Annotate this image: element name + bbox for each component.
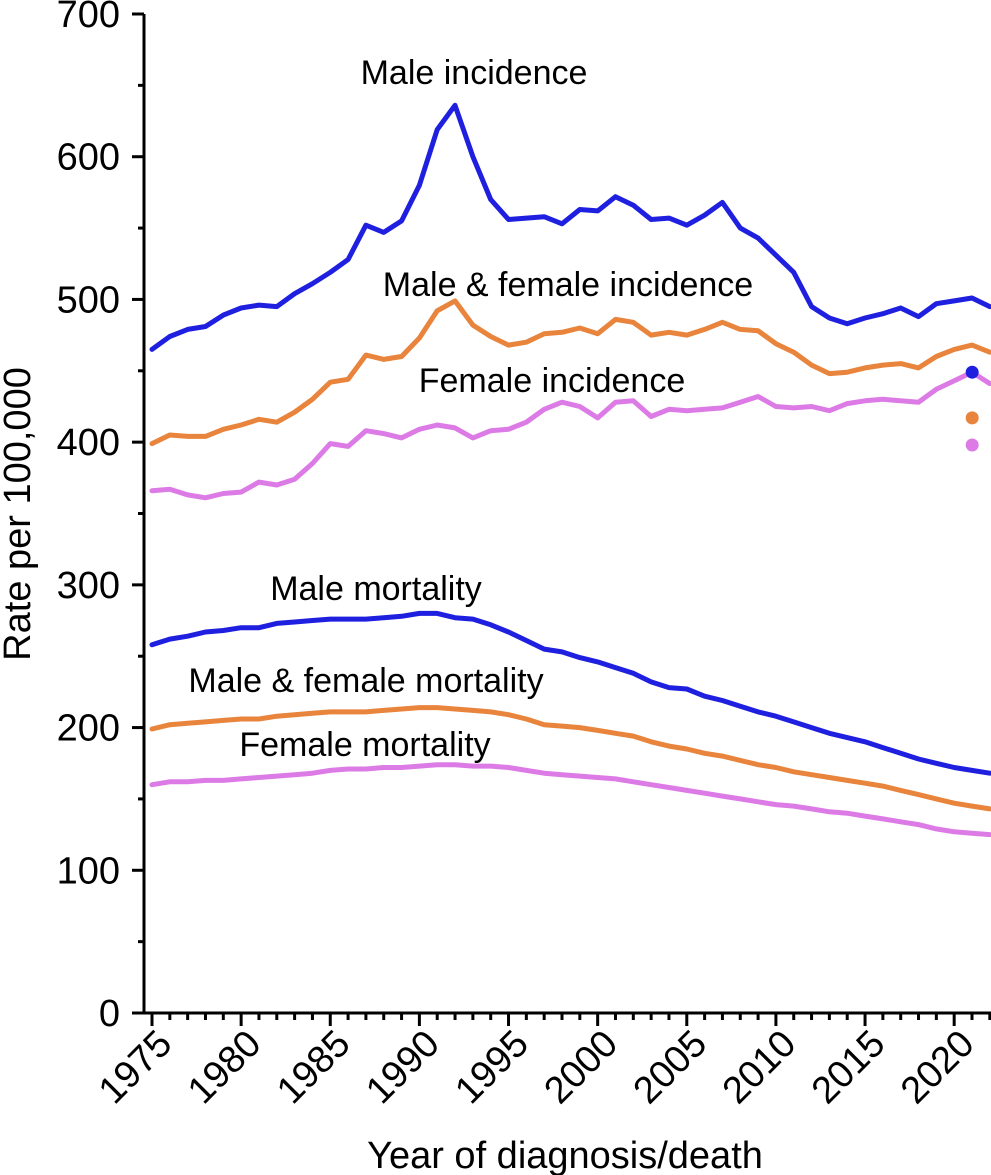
series-line-male-female-mortality (149, 705, 991, 812)
series-line-male-incidence (149, 102, 991, 352)
y-tick-label: 700 (57, 0, 120, 36)
y-axis-title: Rate per 100,000 (0, 367, 39, 661)
x-tick-label: 2020 (893, 1023, 982, 1112)
y-tick-label: 300 (57, 565, 120, 607)
y-tick-label: 0 (99, 993, 120, 1035)
y-tick-label: 100 (57, 850, 120, 892)
y-tick-label: 400 (57, 422, 120, 464)
label-male-mortality: Male mortality (270, 570, 482, 608)
y-tick-label: 200 (57, 708, 120, 750)
x-tick-label: 1985 (269, 1023, 358, 1112)
x-tick-label: 2005 (626, 1023, 715, 1112)
data-point-female (965, 438, 979, 452)
label-female-mortality: Female mortality (239, 726, 490, 764)
series-line-male-mortality (149, 610, 991, 776)
x-tick-label: 2000 (537, 1023, 626, 1112)
series-layer (149, 102, 991, 838)
x-tick-label: 2010 (715, 1023, 804, 1112)
data-point-both (965, 411, 979, 425)
x-tick-label: 2015 (804, 1023, 893, 1112)
data-point-male (965, 365, 979, 379)
series-line-male-female-incidence (149, 298, 991, 447)
label-both-mortality: Male & female mortality (188, 662, 543, 700)
label-both-incidence: Male & female incidence (383, 266, 753, 304)
series-line-female-mortality (149, 762, 991, 838)
x-tick-label: 1975 (91, 1023, 180, 1112)
x-ticks: 1975 1980 1985 1990 1995 2000 2005 2010 2015 2020 (91, 1013, 991, 1112)
y-ticks: 0 100 200 300 400 500 600 700 (57, 0, 144, 1035)
x-tick-label: 1995 (447, 1023, 536, 1112)
y-tick-label: 600 (57, 137, 120, 179)
series-line-female-incidence (149, 369, 991, 501)
y-tick-label: 500 (57, 279, 120, 321)
extra-points-layer (965, 365, 979, 452)
label-male-incidence: Male incidence (361, 54, 588, 92)
x-axis-title: Year of diagnosis/death (367, 1135, 763, 1175)
x-tick-label: 1990 (358, 1023, 447, 1112)
x-tick-label: 1980 (180, 1023, 269, 1112)
label-female-incidence: Female incidence (419, 362, 685, 400)
